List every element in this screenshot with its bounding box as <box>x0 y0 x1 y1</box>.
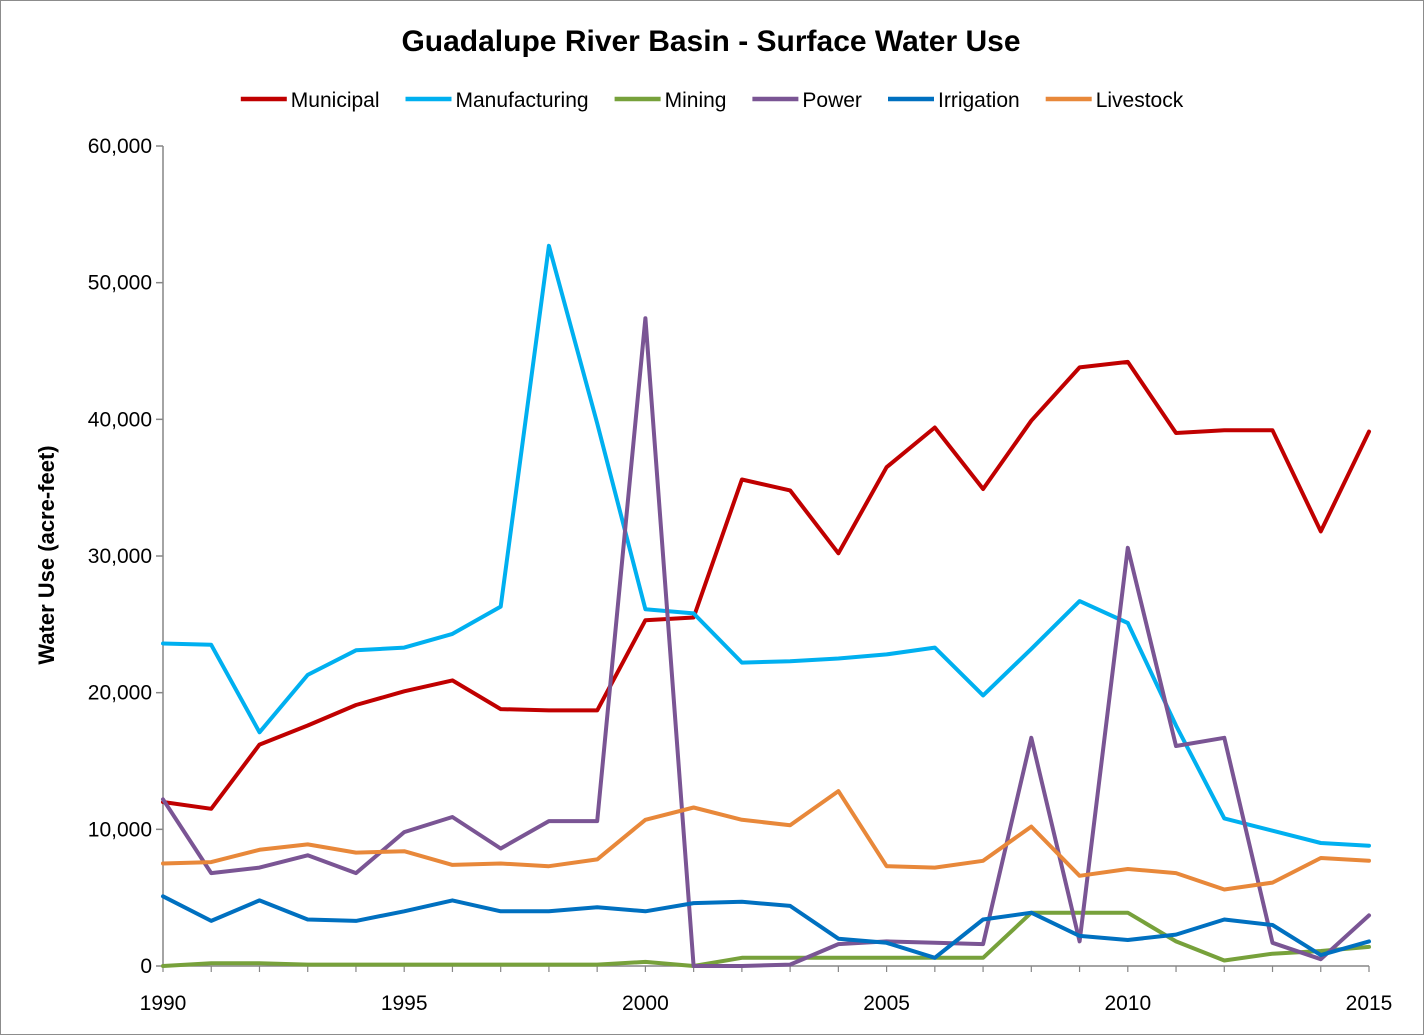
legend-label: Manufacturing <box>456 89 589 112</box>
legend-label: Irrigation <box>938 89 1020 112</box>
x-tick-label: 2000 <box>622 992 669 1015</box>
x-tick-label: 2010 <box>1104 992 1151 1015</box>
y-tick-label: 50,000 <box>88 272 152 295</box>
legend-item-manufacturing: Manufacturing <box>405 89 589 112</box>
series-line-livestock <box>161 789 1371 892</box>
y-tick-label: 60,000 <box>88 135 152 158</box>
legend-label: Municipal <box>291 89 380 112</box>
y-axis-ticks: 0 10,000 20,000 30,000 40,000 50,000 60,000 <box>88 135 163 978</box>
y-tick-label: 30,000 <box>88 545 152 568</box>
x-tick-label: 2015 <box>1346 992 1393 1015</box>
x-tick-label: 2005 <box>863 992 910 1015</box>
legend-label: Power <box>802 89 862 112</box>
series-line-manufacturing <box>161 243 1371 848</box>
y-tick-label: 0 <box>140 955 152 978</box>
series-line-municipal <box>161 359 1371 811</box>
legend-item-mining: Mining <box>614 89 727 112</box>
series-line-power <box>161 316 1371 968</box>
legend-item-power: Power <box>752 89 862 112</box>
legend-label: Mining <box>665 89 727 112</box>
series-line-irrigation <box>161 894 1371 960</box>
chart-title: Guadalupe River Basin - Surface Water Us… <box>401 25 1020 58</box>
legend-label: Livestock <box>1096 89 1184 112</box>
x-axis-ticks: 1990 1995 2000 2005 2010 2015 <box>140 966 1393 1015</box>
legend-item-municipal: Municipal <box>240 89 380 112</box>
x-tick-label: 1990 <box>140 992 187 1015</box>
legend-item-livestock: Livestock <box>1045 89 1184 112</box>
x-tick-label: 1995 <box>381 992 428 1015</box>
legend: Municipal Manufacturing Mining Power Irrigat… <box>240 89 1184 112</box>
y-axis-label: Water Use (acre-feet) <box>34 445 59 664</box>
axes <box>162 146 1369 967</box>
y-tick-label: 20,000 <box>88 682 152 705</box>
y-tick-label: 10,000 <box>88 818 152 841</box>
series-lines <box>161 243 1371 968</box>
legend-item-irrigation: Irrigation <box>888 89 1020 112</box>
y-tick-label: 40,000 <box>88 408 152 431</box>
